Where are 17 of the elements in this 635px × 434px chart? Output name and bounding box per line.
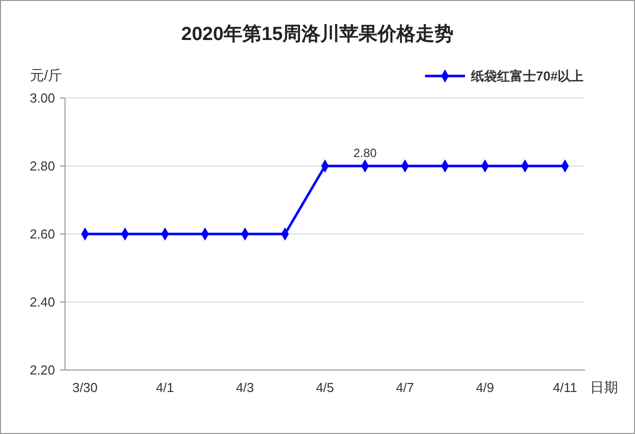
chart-title: 2020年第15周洛川苹果价格走势	[181, 23, 454, 45]
legend-label: 纸袋红富士70#以上	[470, 68, 584, 84]
y-tick-label: 3.00	[30, 90, 55, 106]
x-tick-label: 4/11	[552, 380, 578, 395]
y-tick-label: 2.40	[30, 294, 55, 310]
x-tick-label: 4/5	[316, 380, 334, 395]
x-tick-label: 3/30	[72, 380, 98, 395]
x-tick-label: 4/9	[476, 380, 494, 395]
x-tick-label: 4/7	[396, 380, 414, 395]
x-tick-label: 4/1	[156, 380, 174, 395]
y-tick-label: 2.20	[30, 362, 55, 378]
y-axis-title: 元/斤	[30, 67, 62, 83]
data-label: 2.80	[353, 146, 377, 160]
x-tick-label: 4/3	[236, 380, 254, 395]
x-axis-title: 日期	[590, 379, 618, 395]
y-tick-label: 2.80	[30, 158, 55, 174]
y-tick-label: 2.60	[30, 226, 55, 242]
